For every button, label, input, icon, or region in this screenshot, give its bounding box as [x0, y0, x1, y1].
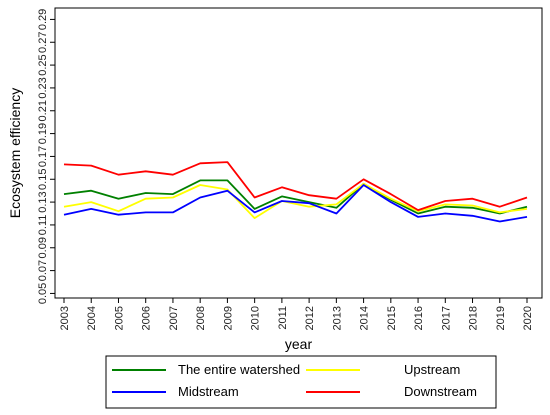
- x-tick-label: 2015: [386, 306, 398, 330]
- x-tick-label: 2017: [440, 306, 452, 330]
- y-tick-label: 0.29: [37, 9, 49, 30]
- x-tick-label: 2014: [359, 306, 371, 330]
- legend-label-0: The entire watershed: [178, 362, 300, 377]
- series-line-1: [63, 182, 528, 220]
- legend-box: [105, 355, 497, 409]
- x-tick-label: 2011: [277, 306, 289, 330]
- x-tick-label: 2009: [222, 306, 234, 330]
- x-tick-label: 2007: [168, 306, 180, 330]
- legend-label-3: Downstream: [404, 384, 477, 399]
- y-tick-label: 0.15: [37, 169, 49, 190]
- x-axis: 2003 2004 2005 2006 2007 2008 2009 2010 2011 2012…: [59, 298, 534, 330]
- x-tick-label: 2006: [141, 306, 153, 330]
- y-tick-label: 0.13: [37, 191, 49, 212]
- x-tick-label: 2016: [413, 306, 425, 330]
- y-tick-label: 0.17: [37, 146, 49, 167]
- x-axis-label: year: [285, 336, 313, 352]
- y-tick-label: 0.21: [37, 100, 49, 121]
- y-tick-label: 0.19: [37, 123, 49, 144]
- x-tick-label: 2010: [250, 306, 262, 330]
- series-line-0: [63, 179, 528, 215]
- y-tick-label: 0.23: [37, 77, 49, 98]
- legend: The entire watershed Upstream Midstream Dow…: [105, 355, 497, 409]
- y-tick-label: 0.25: [37, 54, 49, 75]
- y-axis: 0.05 0.07 0.090.11 0.130.15 0.17 0.19 0.21 0.23…: [37, 9, 55, 304]
- y-tick-label: 0.27: [37, 32, 49, 53]
- y-axis-label: Ecosystem efficiency: [7, 88, 23, 218]
- x-tick-label: 2013: [331, 306, 343, 330]
- x-tick-label: 2020: [522, 306, 534, 330]
- x-tick-label: 2008: [195, 306, 207, 330]
- y-tick-label: 0.07: [37, 260, 49, 281]
- x-tick-label: 2018: [468, 306, 480, 330]
- y-tick-label: 0.05: [37, 283, 49, 304]
- x-tick-label: 2005: [113, 306, 125, 330]
- legend-label-1: Upstream: [404, 362, 460, 377]
- legend-label-2: Midstream: [178, 384, 239, 399]
- plot-frame: [54, 7, 543, 299]
- series-line-2: [63, 184, 528, 223]
- x-tick-label: 2004: [86, 306, 98, 330]
- series-lines: [63, 161, 528, 223]
- y-tick-label: 0.11: [37, 215, 49, 236]
- x-tick-label: 2019: [495, 306, 507, 330]
- series-line-3: [63, 161, 528, 212]
- x-tick-label: 2003: [59, 306, 71, 330]
- x-tick-label: 2012: [304, 306, 316, 330]
- y-tick-label: 0.09: [37, 237, 49, 258]
